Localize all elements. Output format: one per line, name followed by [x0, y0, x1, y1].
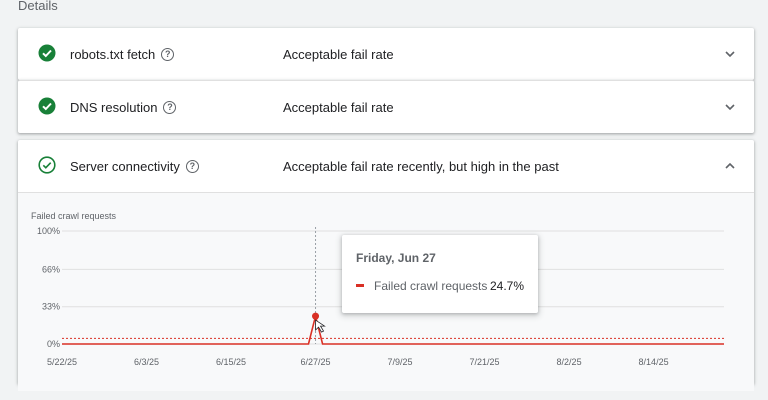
- x-tick-label: 5/22/25: [47, 357, 77, 367]
- server-connectivity-row[interactable]: Server connectivity ? Acceptable fail ra…: [18, 140, 754, 192]
- tooltip-date: Friday, Jun 27: [356, 251, 436, 265]
- help-icon[interactable]: ?: [161, 47, 175, 61]
- chart-tooltip: Friday, Jun 27 Failed crawl requests 24.…: [342, 235, 538, 313]
- y-tick-label: 100%: [37, 226, 60, 236]
- x-tick-label: 6/3/25: [134, 357, 159, 367]
- check-circle-icon: [38, 44, 56, 62]
- x-tick-label: 7/9/25: [388, 357, 413, 367]
- x-tick-label: 8/14/25: [639, 357, 669, 367]
- robots-fetch-row[interactable]: robots.txt fetch ? Acceptable fail rate: [18, 28, 754, 80]
- y-tick-label: 0%: [47, 339, 60, 349]
- chevron-up-icon[interactable]: [724, 160, 736, 172]
- failed-requests-chart: Failed crawl requests 0% 33% 66% 100% 5/22/25…: [18, 192, 754, 391]
- row-status-text: Acceptable fail rate: [283, 46, 394, 62]
- check-circle-icon: [38, 97, 56, 115]
- failed-requests-line: [62, 315, 724, 345]
- row-name-label: DNS resolution: [70, 99, 158, 115]
- tooltip-series-label: Failed crawl requests: [374, 279, 488, 293]
- row-status-text: Acceptable fail rate recently, but high …: [283, 158, 559, 174]
- chevron-down-icon[interactable]: [724, 48, 736, 60]
- row-status-text: Acceptable fail rate: [283, 99, 394, 115]
- row-name-label: Server connectivity: [70, 158, 180, 174]
- section-title: Details: [18, 0, 58, 13]
- row-name: DNS resolution ?: [70, 99, 177, 115]
- x-tick-label: 7/21/25: [470, 357, 500, 367]
- row-name: Server connectivity ?: [70, 159, 199, 174]
- check-circle-outline-icon: [38, 156, 56, 174]
- dns-card[interactable]: DNS resolution ? Acceptable fail rate: [18, 80, 754, 133]
- x-tick-label: 6/27/25: [301, 357, 331, 367]
- mouse-cursor-icon: [315, 319, 326, 333]
- tooltip-series-swatch: [356, 284, 364, 287]
- y-tick-label: 33%: [42, 302, 60, 312]
- x-tick-label: 6/15/25: [216, 357, 246, 367]
- row-name-label: robots.txt fetch: [70, 46, 156, 62]
- robots-fetch-card[interactable]: robots.txt fetch ? Acceptable fail rate: [18, 28, 754, 80]
- chevron-down-icon[interactable]: [724, 101, 736, 113]
- y-tick-label: 66%: [42, 264, 60, 274]
- row-name: robots.txt fetch ?: [70, 46, 175, 62]
- y-axis-label: Failed crawl requests: [31, 211, 117, 221]
- dns-row[interactable]: DNS resolution ? Acceptable fail rate: [18, 81, 754, 133]
- x-tick-label: 8/2/25: [557, 357, 582, 367]
- help-icon[interactable]: ?: [163, 100, 177, 114]
- peak-point: [312, 312, 320, 320]
- tooltip-series-value: 24.7%: [489, 279, 524, 293]
- help-icon[interactable]: ?: [185, 159, 199, 173]
- server-connectivity-card[interactable]: Server connectivity ? Acceptable fail ra…: [18, 140, 754, 391]
